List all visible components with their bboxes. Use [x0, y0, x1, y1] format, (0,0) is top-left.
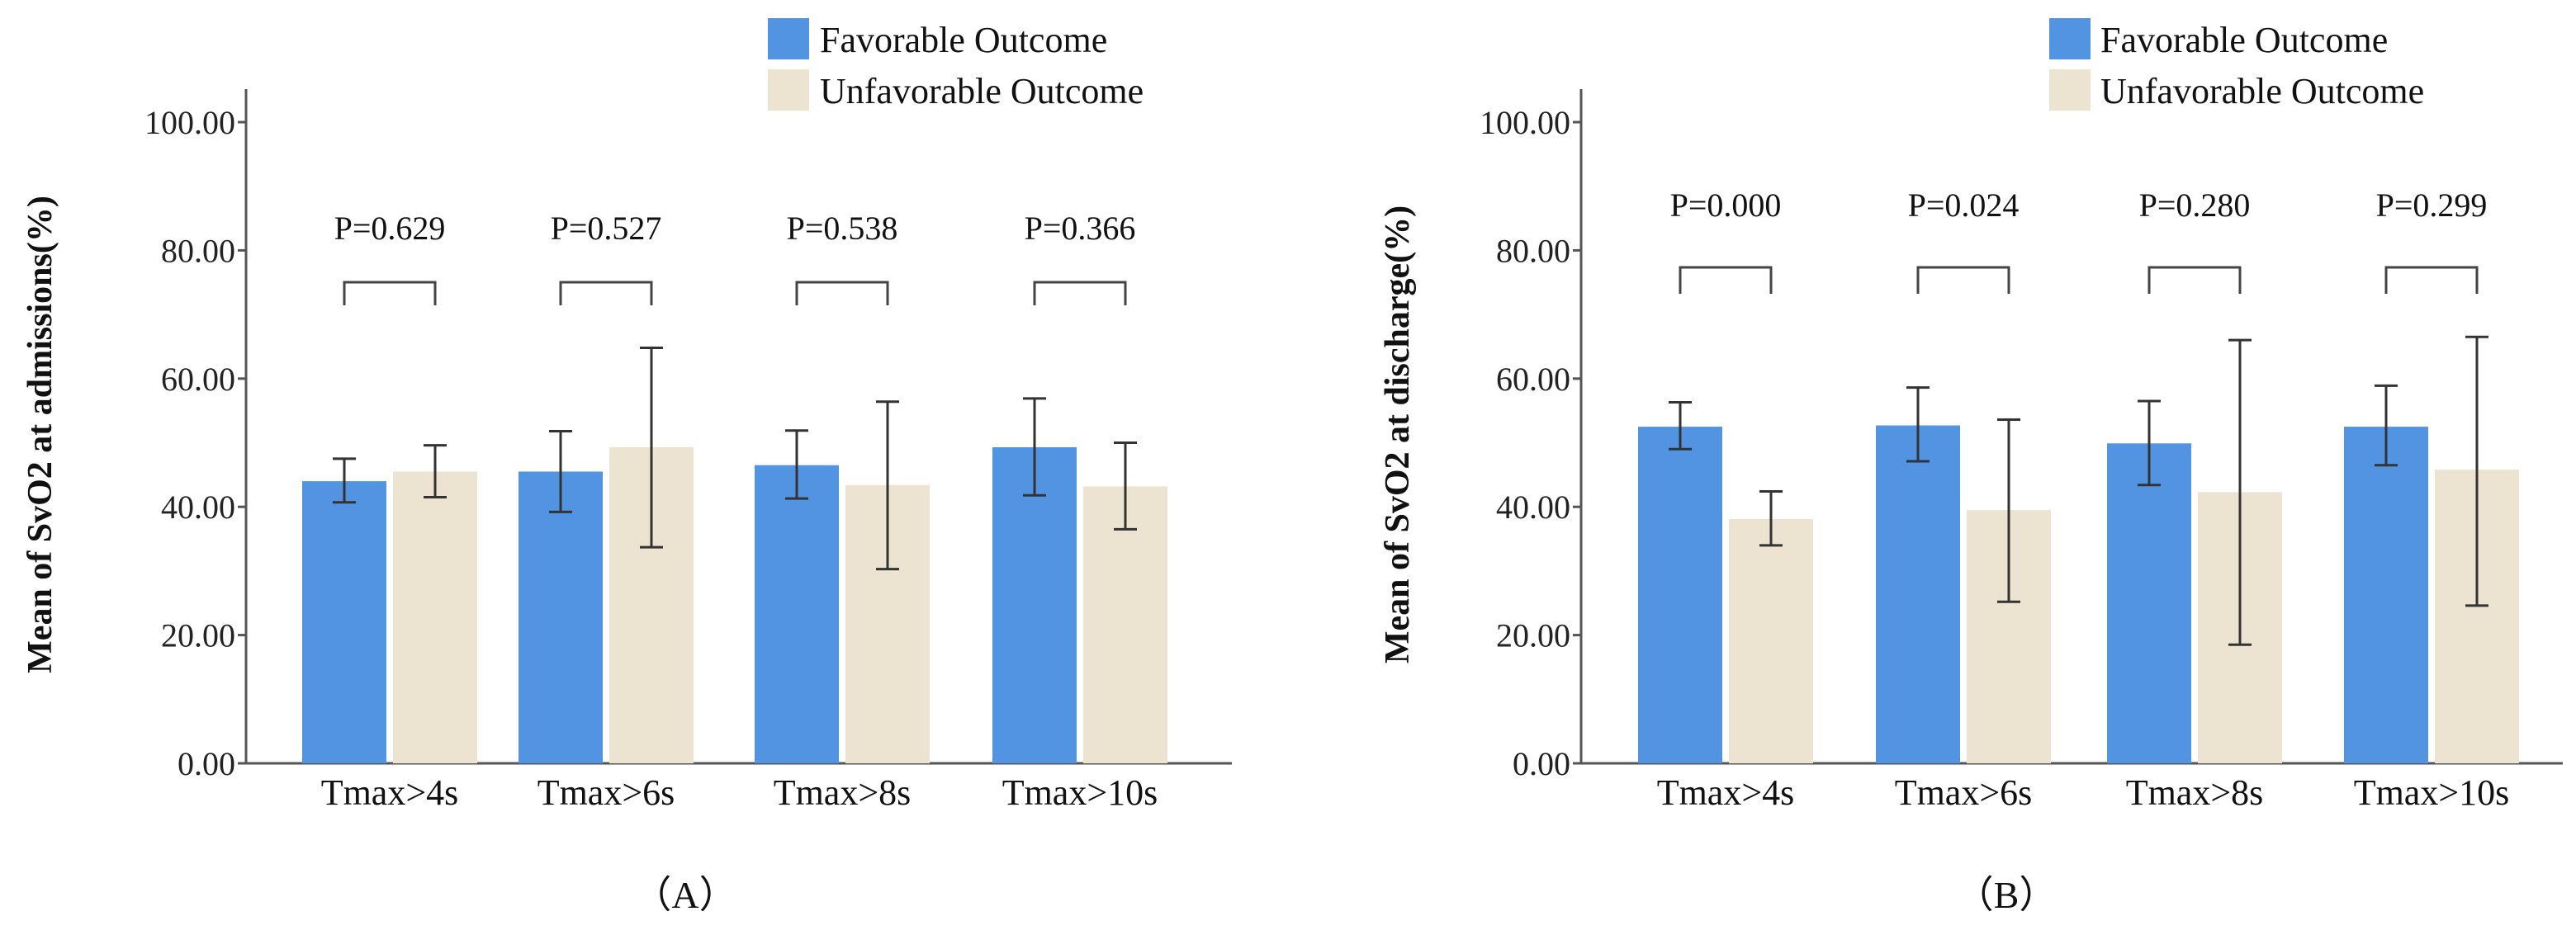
significance-bracket	[795, 281, 889, 305]
bar	[1083, 486, 1167, 763]
panel-b: 0.00 20.00 40.00 60.00 80.00 100.00 Mean of Sv…	[1379, 18, 2563, 916]
p-value-label: P=0.527	[551, 210, 662, 247]
bar	[2107, 443, 2191, 763]
y-tick-label: 0.00	[1513, 745, 1570, 782]
p-value-label: P=0.280	[2139, 186, 2251, 224]
bar	[519, 471, 603, 763]
y-tick-label: 0.00	[178, 745, 235, 782]
legend-label: Favorable Outcome	[2100, 20, 2388, 60]
x-tick-label: Tmax>6s	[1895, 772, 2033, 813]
panel-label: （A）	[633, 874, 736, 916]
significance-bracket	[2384, 266, 2479, 294]
x-tick-label: Tmax>8s	[774, 772, 912, 813]
x-tick-label: Tmax>4s	[321, 772, 459, 813]
bar	[755, 465, 839, 763]
p-value-label: P=0.366	[1025, 210, 1136, 247]
p-value-label: P=0.629	[334, 210, 446, 247]
panel-a: 0.00 20.00 40.00 60.00 80.00 100.00 Mean of Sv…	[21, 18, 1232, 916]
legend-swatch	[768, 18, 809, 59]
significance-bracket	[1679, 266, 1773, 294]
legend-swatch	[2049, 18, 2091, 59]
legend-label: Unfavorable Outcome	[2100, 71, 2424, 111]
significance-bracket	[1916, 266, 2010, 294]
significance-bracket	[343, 281, 437, 305]
bar	[1729, 518, 1813, 763]
y-tick-label: 60.00	[1496, 361, 1570, 398]
y-tick-label: 80.00	[1496, 232, 1570, 269]
y-tick-label: 100.00	[1480, 104, 1570, 141]
y-tick-label: 100.00	[144, 104, 235, 141]
y-tick-label: 60.00	[161, 361, 235, 398]
y-tick-label: 20.00	[1496, 617, 1570, 654]
bar	[1638, 427, 1722, 763]
p-value-label: P=0.000	[1670, 186, 1782, 224]
bar	[302, 481, 386, 763]
y-tick-label: 80.00	[161, 232, 235, 269]
legend-swatch	[2049, 69, 2091, 111]
legend-label: Unfavorable Outcome	[820, 71, 1144, 111]
y-tick-label: 40.00	[161, 489, 235, 526]
bar	[992, 446, 1077, 763]
x-tick-label: Tmax>4s	[1657, 772, 1795, 813]
y-tick-label: 20.00	[161, 617, 235, 654]
y-axis-label: Mean of SvO2 at discharge(%)	[1379, 205, 1417, 663]
p-value-label: P=0.299	[2376, 186, 2488, 224]
p-value-label: P=0.024	[1908, 186, 2020, 224]
significance-bracket	[2147, 266, 2242, 294]
legend-label: Favorable Outcome	[820, 20, 1107, 60]
significance-bracket	[1033, 281, 1127, 305]
x-tick-label: Tmax>6s	[537, 772, 675, 813]
p-value-label: P=0.538	[787, 210, 898, 247]
x-tick-label: Tmax>8s	[2126, 772, 2264, 813]
legend-swatch	[768, 69, 809, 111]
bar	[2344, 427, 2428, 763]
panel-label: （B）	[1956, 874, 2057, 916]
y-tick-label: 40.00	[1496, 489, 1570, 526]
x-tick-label: Tmax>10s	[1002, 772, 1158, 813]
bar	[1876, 425, 1960, 763]
bar	[393, 471, 477, 763]
significance-bracket	[559, 281, 653, 305]
y-axis-label: Mean of SvO2 at admissions(%)	[21, 196, 59, 673]
x-tick-label: Tmax>10s	[2354, 772, 2510, 813]
